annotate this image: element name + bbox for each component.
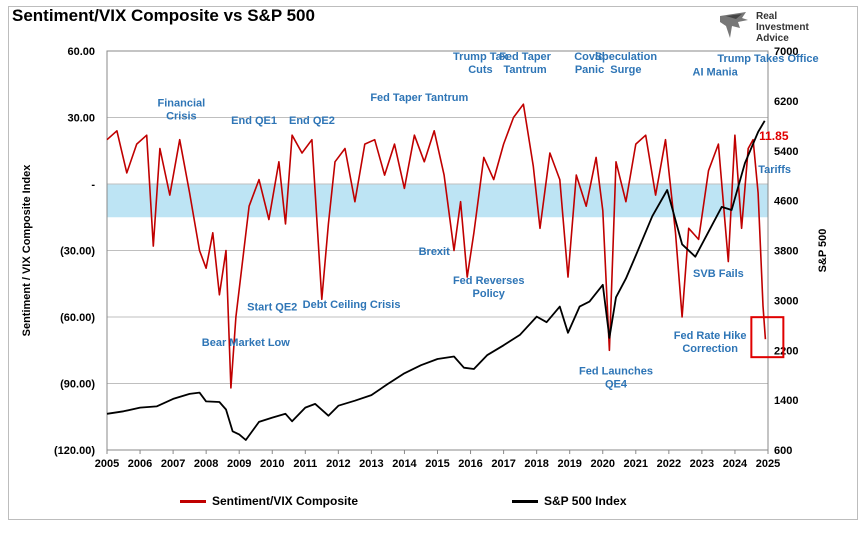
annotation-2: End QE2: [289, 115, 335, 127]
annotation-5-line-1: Tantrum: [503, 64, 546, 76]
legend-label-sp500: S&P 500 Index: [544, 494, 627, 508]
annotation-5-line-0: Fed Taper: [499, 51, 551, 63]
y-axis-label-left: Sentiment / VIX Composite Index: [21, 164, 33, 337]
annotation-18-line-0: Fed Launches: [579, 366, 653, 378]
x-tick-0: 2005: [95, 458, 119, 470]
x-tick-5: 2010: [260, 458, 284, 470]
y-tick-right-6: 2200: [774, 345, 798, 357]
y-tick-left-3: (30.00): [60, 246, 95, 258]
x-tick-3: 2008: [194, 458, 218, 470]
x-tick-4: 2009: [227, 458, 251, 470]
y-axis-label-right: S&P 500: [817, 229, 829, 273]
x-tick-20: 2025: [756, 458, 780, 470]
x-tick-2: 2007: [161, 458, 185, 470]
x-tick-16: 2021: [624, 458, 648, 470]
y-tick-right-0: 7000: [774, 46, 798, 58]
annotation-8: AI Mania: [693, 66, 739, 78]
annotation-3: Fed Taper Tantrum: [370, 92, 468, 104]
annotation-7-line-1: Surge: [610, 64, 641, 76]
x-tick-19: 2024: [723, 458, 748, 470]
chart-title: Sentiment/VIX Composite vs S&P 500: [12, 6, 315, 25]
logo-line-1: Real: [756, 11, 778, 22]
series-line-sentiment: [106, 103, 767, 389]
x-tick-12: 2017: [491, 458, 515, 470]
logo: Real Investment Advice: [716, 8, 836, 48]
annotation-6-line-0: Covid: [574, 51, 605, 63]
annotation-13: SVB Fails: [693, 268, 744, 280]
annotation-10: Tariffs: [758, 164, 791, 176]
legend-label-sentiment: Sentiment/VIX Composite: [212, 494, 359, 508]
x-tick-11: 2016: [458, 458, 482, 470]
legend-item-sentiment: Sentiment/VIX Composite: [180, 494, 358, 508]
y-tick-right-5: 3000: [774, 295, 798, 307]
annotation-6-line-1: Panic: [575, 64, 604, 76]
x-tick-8: 2013: [359, 458, 383, 470]
logo-line-2: Investment: [756, 22, 809, 33]
latest-highlight-box: [750, 316, 785, 359]
x-tick-18: 2023: [690, 458, 714, 470]
annotation-12-line-0: Fed Reverses: [453, 275, 525, 287]
y-tick-right-1: 6200: [774, 96, 798, 108]
annotation-4-line-0: Trump Tax: [453, 51, 509, 63]
annotation-0-line-0: Financial: [158, 97, 206, 109]
annotation-17-line-0: Fed Rate Hike: [674, 330, 747, 342]
x-tick-1: 2006: [128, 458, 152, 470]
y-tick-left-0: 60.00: [67, 46, 95, 58]
annotation-1: End QE1: [231, 115, 277, 127]
annotation-16: Bear Market Low: [202, 337, 290, 349]
x-tick-10: 2015: [425, 458, 449, 470]
series-line-sp500: [106, 120, 766, 441]
legend: Sentiment/VIX Composite S&P 500 Index: [180, 494, 740, 512]
y-tick-left-2: -: [91, 179, 95, 191]
annotation-18-line-1: QE4: [605, 379, 628, 391]
x-tick-13: 2018: [524, 458, 548, 470]
annotation-12-line-1: Policy: [473, 288, 506, 300]
y-tick-left-5: (90.00): [60, 379, 95, 391]
x-tick-7: 2012: [326, 458, 350, 470]
y-tick-left-4: (60.00): [60, 312, 95, 324]
legend-item-sp500: S&P 500 Index: [512, 494, 627, 508]
y-tick-right-4: 3800: [774, 246, 798, 258]
annotation-9: Trump Takes Office: [717, 53, 818, 65]
annotation-7-line-0: Speculation: [595, 51, 658, 63]
neutral-band: [107, 184, 768, 218]
chart-frame: [8, 6, 858, 520]
x-tick-17: 2022: [657, 458, 681, 470]
y-tick-right-7: 1400: [774, 395, 798, 407]
logo-line-3: Advice: [756, 33, 789, 44]
y-tick-right-8: 600: [774, 445, 792, 457]
annotation-4-line-1: Cuts: [468, 64, 492, 76]
annotation-11: Brexit: [419, 246, 451, 258]
annotation-14: Start QE2: [247, 301, 297, 313]
y-tick-left-6: (120.00): [54, 445, 95, 457]
y-tick-right-3: 4600: [774, 196, 798, 208]
annotation-17-line-1: Correction: [682, 343, 738, 355]
x-tick-6: 2011: [293, 458, 317, 470]
x-tick-14: 2019: [557, 458, 581, 470]
y-tick-right-2: 5400: [774, 146, 798, 158]
annotation-15: Debt Ceiling Crisis: [303, 299, 401, 311]
logo-text: Real Investment Advice: [756, 11, 809, 44]
eagle-logo-icon: [720, 12, 748, 38]
legend-swatch-sentiment: [180, 499, 206, 503]
y-tick-left-1: 30.00: [67, 113, 95, 125]
x-tick-15: 2020: [591, 458, 615, 470]
x-tick-9: 2014: [392, 458, 417, 470]
legend-swatch-sp500: [512, 499, 538, 503]
latest-value-label: 11.85: [759, 129, 789, 143]
annotation-0-line-1: Crisis: [166, 110, 197, 122]
